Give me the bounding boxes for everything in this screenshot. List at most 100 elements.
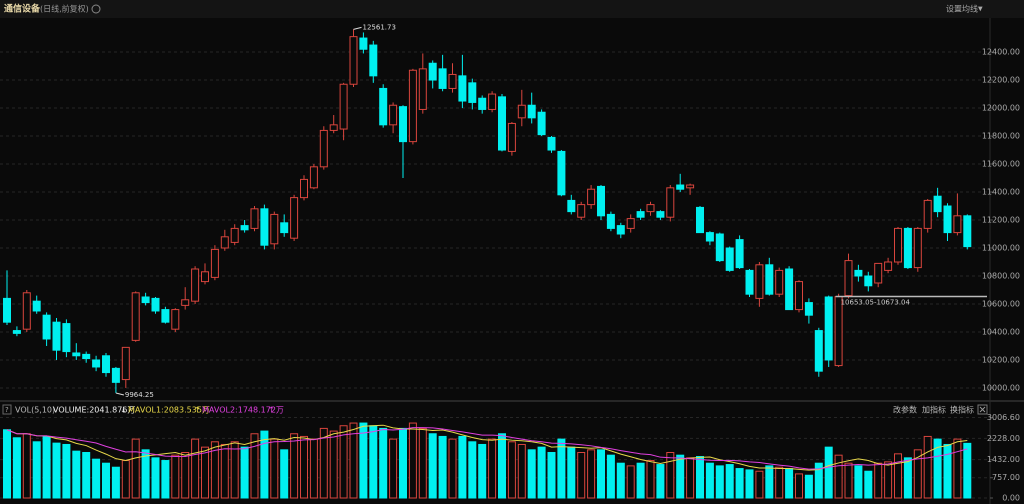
candle-body bbox=[210, 248, 219, 278]
candle-body bbox=[339, 83, 348, 130]
ma-settings[interactable]: 设置均线 bbox=[946, 4, 978, 14]
volume-bar bbox=[824, 446, 833, 499]
candle-body bbox=[567, 199, 576, 213]
volume-bar bbox=[230, 441, 239, 499]
moving-average-line bbox=[6, 427, 968, 470]
volume-bar bbox=[62, 443, 71, 499]
candle-body bbox=[270, 213, 279, 245]
candle-body bbox=[824, 296, 833, 361]
volume-bar bbox=[201, 446, 209, 499]
candle-body bbox=[894, 227, 902, 263]
annotation-label: 9964.25 bbox=[125, 391, 154, 399]
volume-bar bbox=[725, 464, 734, 499]
volume-bar bbox=[42, 435, 51, 499]
volume-bar bbox=[587, 449, 596, 499]
candle-body bbox=[517, 104, 526, 119]
volume-bar bbox=[488, 438, 497, 499]
candle-body bbox=[72, 352, 81, 357]
volume-bar bbox=[478, 443, 487, 499]
volume-bar bbox=[171, 454, 180, 499]
volume-bar bbox=[636, 462, 645, 499]
candle-body bbox=[676, 184, 685, 190]
candle-body bbox=[587, 188, 596, 206]
candle-body bbox=[319, 129, 328, 168]
candle-body bbox=[418, 68, 427, 110]
volume-bar bbox=[676, 454, 685, 499]
candle-body bbox=[220, 236, 229, 249]
volume-bar bbox=[319, 427, 328, 499]
volume-bar bbox=[82, 452, 91, 499]
volume-bar bbox=[903, 457, 912, 499]
volume-bar bbox=[616, 462, 625, 499]
candle-body bbox=[844, 260, 853, 297]
dropdown-arrow[interactable]: ▼ bbox=[978, 6, 983, 13]
button[interactable]: 改参数 bbox=[893, 405, 917, 415]
candle-body bbox=[755, 264, 764, 299]
mavol1-label: MAVOL1:2083.535万 bbox=[128, 406, 210, 415]
volume-bar bbox=[646, 460, 655, 499]
volume-bar bbox=[240, 446, 249, 499]
subtitle: (日线,前复权) bbox=[40, 4, 89, 14]
volume-bar bbox=[498, 433, 506, 499]
candle-body bbox=[804, 302, 813, 316]
y-tick-label: 10400.00 bbox=[982, 327, 1020, 336]
volume-bar bbox=[606, 454, 615, 499]
candle-body bbox=[22, 292, 31, 330]
close-button[interactable] bbox=[977, 404, 988, 415]
candle-body bbox=[656, 211, 665, 218]
volume-bar bbox=[92, 458, 101, 499]
title: 通信设备 bbox=[4, 3, 41, 15]
volume-bar bbox=[923, 435, 932, 499]
volume-bar bbox=[577, 452, 586, 499]
candle-body bbox=[577, 204, 586, 218]
candle-body bbox=[250, 208, 259, 229]
annotation-pointer bbox=[115, 392, 125, 396]
candle-body bbox=[874, 262, 883, 284]
close-cross[interactable] bbox=[979, 406, 986, 413]
volume-bar bbox=[161, 460, 170, 499]
volume-bar bbox=[408, 422, 417, 499]
candle-body bbox=[715, 233, 724, 262]
y-tick-label: 2228.00 bbox=[987, 434, 1020, 443]
header-bar bbox=[0, 0, 1024, 18]
volume-bar bbox=[260, 430, 269, 499]
help-mark[interactable]: ? bbox=[5, 406, 9, 414]
volume-bar bbox=[181, 452, 190, 499]
candle-body bbox=[775, 269, 784, 295]
volume-bar bbox=[309, 438, 318, 499]
volume-bar bbox=[537, 446, 546, 499]
candle-body bbox=[121, 346, 130, 381]
volume-bar bbox=[359, 422, 368, 499]
candle-body bbox=[230, 227, 239, 243]
volume-bar bbox=[567, 446, 576, 499]
volume-bar bbox=[389, 438, 398, 499]
candle-body bbox=[458, 75, 467, 102]
candle-body bbox=[111, 367, 120, 383]
candle-body bbox=[131, 292, 140, 341]
volume-bar bbox=[894, 453, 902, 499]
button[interactable]: 加指标 bbox=[922, 405, 946, 415]
volume-bar bbox=[369, 425, 378, 499]
volume-bar bbox=[785, 468, 794, 499]
candle-body bbox=[923, 199, 932, 229]
volume-bar bbox=[666, 452, 675, 499]
volume-bar bbox=[329, 430, 338, 499]
volume-bar bbox=[913, 449, 922, 499]
button[interactable]: 换指标 bbox=[950, 405, 974, 415]
candle-body bbox=[557, 150, 566, 196]
volume-bar bbox=[527, 449, 536, 499]
y-tick-label: 3006.60 bbox=[987, 413, 1020, 422]
volume-bar bbox=[141, 449, 150, 499]
annotation-pointer bbox=[353, 26, 362, 30]
help-icon[interactable] bbox=[2, 404, 12, 415]
candle-body bbox=[953, 215, 962, 234]
candle-body bbox=[646, 204, 655, 213]
volume-bar bbox=[349, 422, 358, 499]
candle-body bbox=[448, 73, 457, 89]
volume-bar bbox=[963, 442, 972, 499]
settings-icon[interactable] bbox=[91, 4, 101, 14]
candle-body bbox=[597, 185, 605, 217]
y-tick-label: 11200.00 bbox=[982, 216, 1020, 225]
candle-body bbox=[725, 247, 734, 271]
